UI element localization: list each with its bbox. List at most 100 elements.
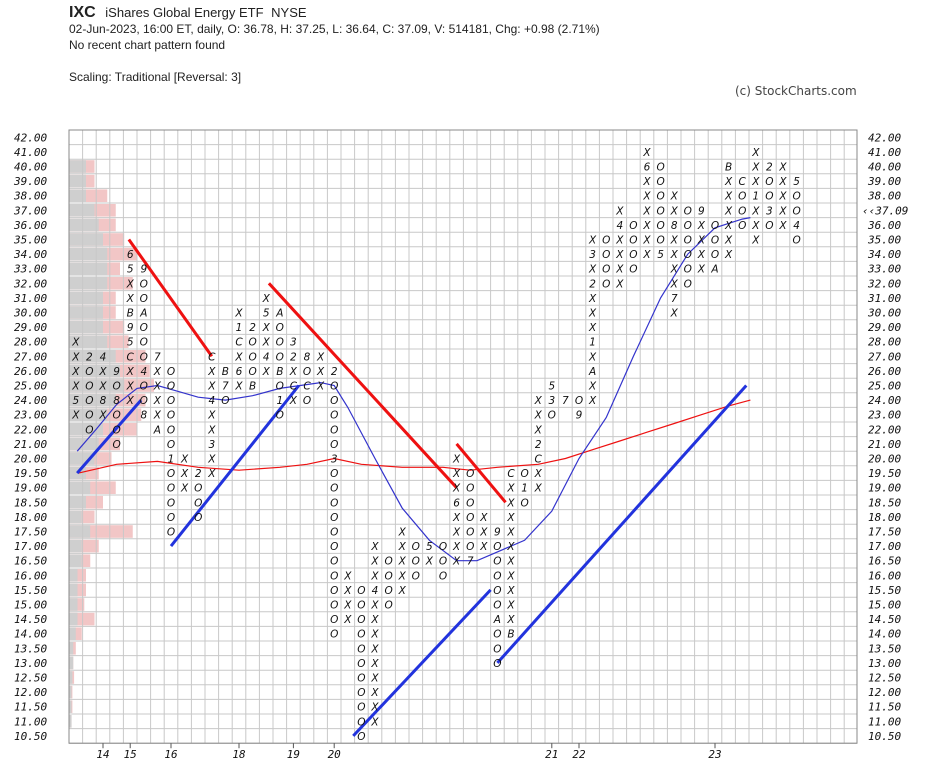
x-tick-label: 22	[572, 748, 586, 761]
o-box: O	[575, 395, 583, 407]
o-box: O	[330, 512, 338, 524]
x-tick-label: 14	[96, 748, 109, 761]
month-marker: C	[535, 454, 543, 466]
month-marker: 5	[426, 541, 433, 553]
month-marker: 5	[127, 337, 134, 349]
y-tick-left: 36.00	[13, 219, 47, 232]
month-marker: 6	[127, 249, 134, 261]
o-box: O	[357, 629, 365, 641]
x-box: X	[343, 600, 352, 612]
y-tick-right: 16.50	[868, 555, 901, 568]
o-box: O	[85, 366, 93, 378]
trendline	[267, 282, 458, 489]
o-box: O	[85, 410, 93, 422]
y-tick-right: 11.50	[868, 701, 901, 714]
x-box: X	[588, 308, 597, 320]
volume-bar-gray	[69, 218, 99, 232]
x-box: X	[71, 366, 80, 378]
x-box: X	[98, 366, 107, 378]
o-box: O	[276, 351, 284, 363]
x-box: X	[153, 410, 162, 422]
y-tick-right: 29.00	[868, 321, 901, 334]
o-box: O	[412, 541, 420, 553]
x-box: X	[153, 366, 162, 378]
y-tick-left: 14.00	[14, 628, 47, 641]
month-marker: 8	[100, 395, 107, 407]
y-tick-left: 14.50	[14, 613, 47, 626]
y-tick-left: 41.00	[14, 146, 47, 159]
x-box: X	[642, 176, 651, 188]
x-box: X	[615, 264, 624, 276]
o-box: O	[330, 585, 338, 597]
x-box: X	[452, 483, 461, 495]
x-box: X	[207, 468, 216, 480]
o-box: O	[602, 278, 610, 290]
x-tick-label: 19	[287, 748, 300, 761]
month-marker: 4	[793, 220, 800, 232]
month-marker: A	[275, 308, 283, 320]
o-box: O	[602, 235, 610, 247]
month-marker: 3	[208, 439, 215, 451]
y-tick-left: 26.00	[14, 365, 47, 378]
volume-bar-gray	[69, 685, 72, 699]
volume-bar-gray	[69, 481, 91, 494]
x-box: X	[534, 424, 543, 436]
volume-bar-gray	[69, 233, 103, 246]
y-tick-right: 18.50	[868, 496, 901, 509]
x-box: X	[316, 381, 325, 393]
y-tick-right: 19.00	[868, 482, 901, 495]
volume-bar-gray	[69, 277, 108, 290]
x-box: X	[370, 687, 379, 699]
volume-bar-gray	[69, 423, 103, 436]
x-box: X	[126, 395, 135, 407]
o-box: O	[684, 205, 692, 217]
o-box: O	[357, 716, 365, 728]
x-box: X	[534, 483, 543, 495]
y-tick-left: 34.00	[13, 248, 47, 261]
x-box: X	[697, 264, 706, 276]
month-marker: 4	[372, 585, 379, 597]
y-tick-left: 18.00	[14, 511, 47, 524]
x-box: X	[670, 191, 679, 203]
month-marker: 1	[276, 395, 283, 407]
y-tick-left: 18.50	[14, 496, 47, 509]
x-box: X	[180, 454, 189, 466]
o-box: O	[629, 249, 637, 261]
o-box: O	[330, 424, 338, 436]
y-tick-left: 11.50	[14, 701, 47, 714]
x-box: X	[724, 220, 733, 232]
trendline	[127, 238, 214, 358]
month-marker: 2	[249, 322, 256, 334]
x-box: X	[506, 600, 515, 612]
o-box: O	[656, 191, 664, 203]
month-marker: 4	[208, 395, 215, 407]
trendline	[496, 384, 748, 664]
x-box: X	[642, 249, 651, 261]
y-tick-left: 38.00	[13, 190, 47, 203]
o-box: O	[140, 337, 148, 349]
month-marker: 5	[793, 176, 800, 188]
volume-bar-gray	[69, 393, 116, 407]
quote-line: 02-Jun-2023, 16:00 ET, daily, O: 36.78, …	[69, 22, 600, 36]
y-tick-right: 39.00	[867, 175, 901, 188]
y-tick-left: 12.00	[14, 686, 47, 699]
month-marker: C	[208, 351, 216, 363]
o-box: O	[684, 278, 692, 290]
volume-bar-gray	[69, 569, 78, 582]
o-box: O	[711, 220, 719, 232]
x-box: X	[615, 278, 624, 290]
o-box: O	[248, 366, 256, 378]
x-box: X	[370, 702, 379, 714]
o-box: O	[520, 497, 528, 509]
month-marker: 9	[698, 205, 705, 217]
o-box: O	[493, 556, 501, 568]
y-tick-right: 15.50	[868, 584, 901, 597]
y-tick-right: 33.00	[867, 263, 901, 276]
o-box: O	[466, 512, 474, 524]
volume-bar-gray	[69, 174, 86, 188]
y-tick-right: 20.00	[868, 453, 901, 466]
x-box: X	[506, 483, 515, 495]
o-box: O	[684, 220, 692, 232]
y-tick-right: 23.00	[868, 409, 901, 422]
